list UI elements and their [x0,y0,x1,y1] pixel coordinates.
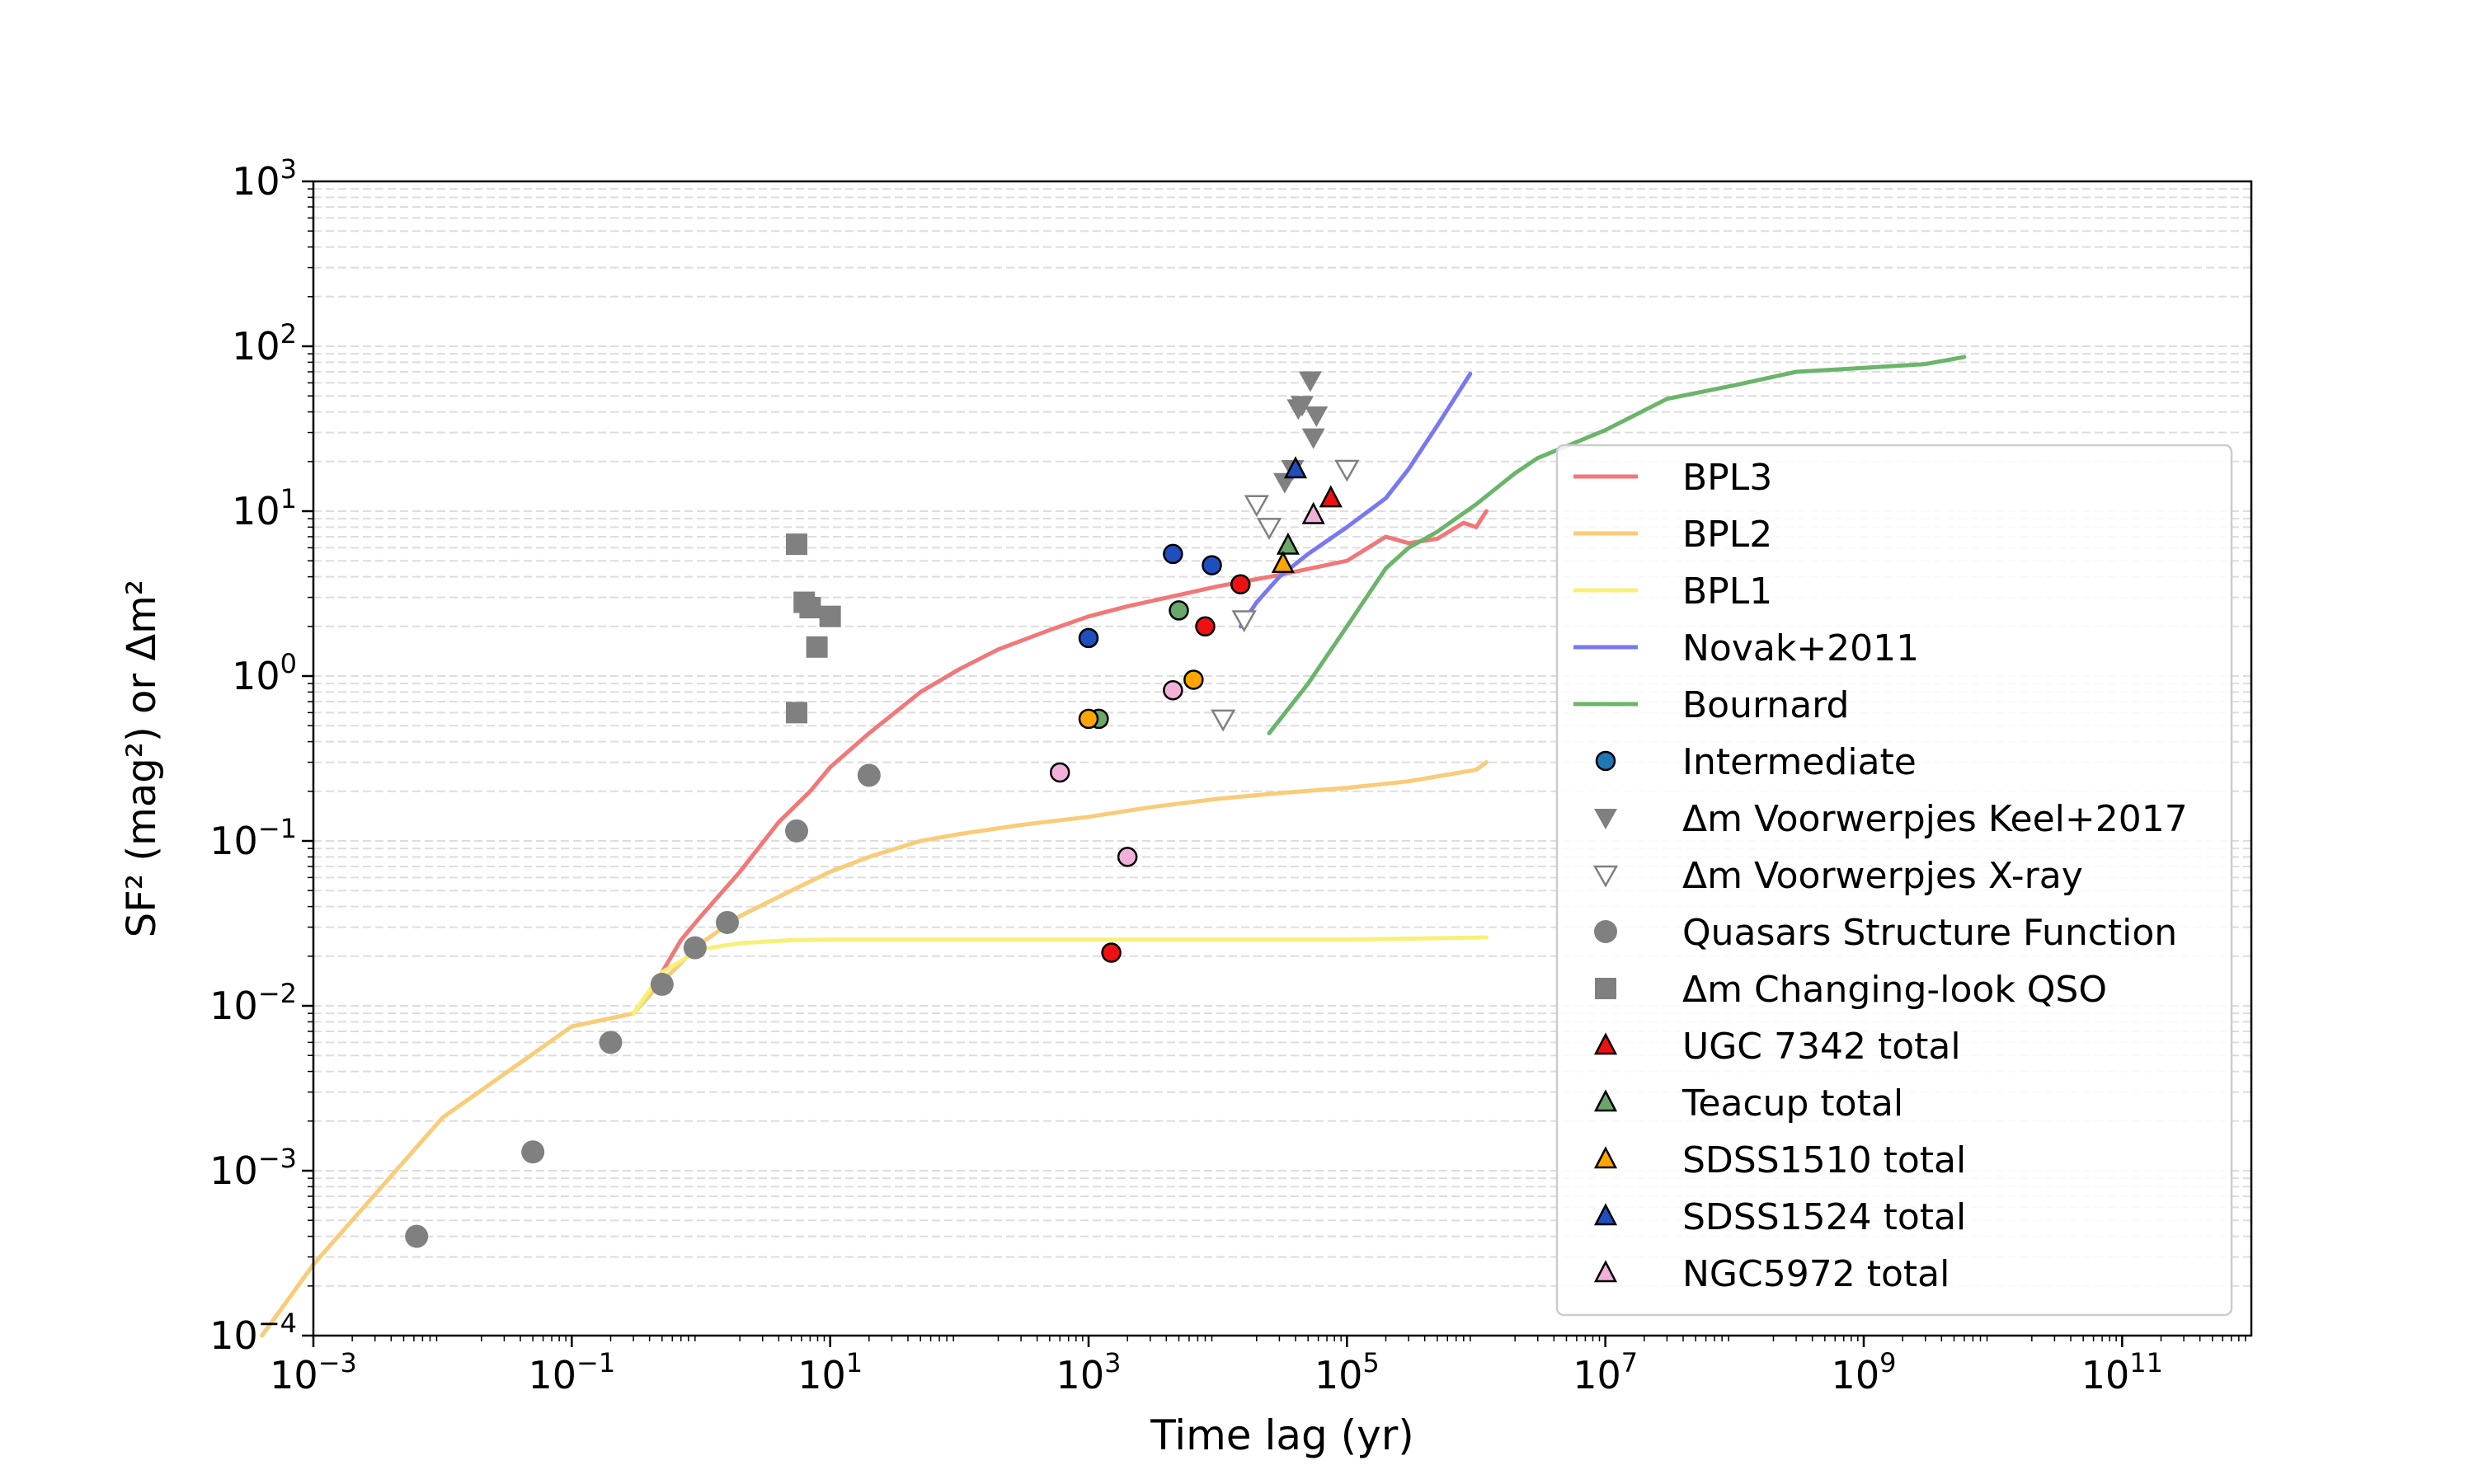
legend-swatch-sdss1510-total [1593,1146,1618,1169]
y-tick-label: 101 [232,483,297,533]
legend-label-sdss1524-total: SDSS1524 total [1682,1196,1966,1238]
legend-label-bpl3: BPL3 [1682,457,1772,499]
marker-sdss1524-object-points [1202,555,1222,575]
legend-box [1555,444,2233,1317]
marker-quasars-structure-function [521,1140,545,1164]
x-tick-label: 10−1 [528,1347,615,1397]
x-tick-label: 109 [1832,1347,1897,1397]
y-tick-label: 10−2 [209,978,297,1028]
marker--m-voorwerpjes-keel-2017 [1291,396,1315,417]
legend-swatch-sdss1524-total [1593,1203,1618,1226]
x-tick-label: 101 [797,1347,863,1397]
y-tick-label: 10−3 [209,1143,297,1193]
legend-swatch--m-voorwerpjes-x-ray [1592,865,1619,888]
legend-label-teacup-total: Teacup total [1681,1082,1903,1125]
legend-label--m-voorwerpjes-keel-2017: Δm Voorwerpjes Keel+2017 [1682,798,2188,840]
legend: BPL3 BPL2 BPL1 Novak+2011 Bournard Intermedia… [1555,444,2233,1317]
marker--m-changing-look-qso [819,605,841,627]
legend-label--m-voorwerpjes-x-ray: Δm Voorwerpjes X-ray [1682,855,2083,897]
legend-label-bournard: Bournard [1682,684,1849,726]
legend-swatch-intermediate [1595,750,1616,772]
legend-swatch-ngc5972-total [1593,1260,1618,1283]
marker--m-voorwerpjes-keel-2017 [1301,428,1325,449]
marker-sdss1510-object-points [1078,708,1099,730]
marker-quasars-structure-function [405,1224,429,1248]
marker-sdss1510-total [1271,551,1295,574]
legend-swatch-quasars-structure-function [1594,920,1617,943]
marker-ugc-7342-object-points [1101,942,1122,963]
marker-ngc5972-object-points [1049,762,1070,783]
marker-teacup-total [1276,532,1300,555]
marker--m-voorwerpjes-x-ray [1244,495,1269,518]
legend-label-bpl2: BPL2 [1682,514,1772,556]
y-tick-label: 103 [232,153,297,204]
legend-swatch-teacup-total [1593,1089,1618,1112]
marker--m-voorwerpjes-x-ray [1256,518,1282,540]
legend-swatch--m-voorwerpjes-keel-2017 [1594,809,1617,829]
legend-label-ugc-7342-total: UGC 7342 total [1682,1026,1961,1068]
marker-sdss1510-object-points [1183,669,1204,690]
marker-ugc-7342-object-points [1230,574,1251,594]
x-tick-label: 1011 [2081,1347,2163,1397]
curve-bpl3 [631,509,1489,1016]
marker--m-changing-look-qso [799,597,821,619]
data-markers [405,371,1360,1248]
x-tick-label: 10−3 [270,1347,357,1397]
marker-ugc-7342-object-points [1195,616,1216,637]
legend-label-ngc5972-total: NGC5972 total [1682,1253,1950,1295]
marker--m-changing-look-qso [806,636,828,658]
marker--m-voorwerpjes-keel-2017 [1298,371,1322,392]
marker--m-changing-look-qso [785,702,807,724]
marker-quasars-structure-function [683,936,707,960]
marker--m-voorwerpjes-keel-2017 [1305,406,1329,428]
marker-ngc5972-object-points [1163,679,1183,701]
marker-sdss1524-total [1283,456,1308,479]
y-tick-label: 10−4 [209,1308,297,1358]
model-curves [260,355,1967,1338]
legend-label-sdss1510-total: SDSS1510 total [1682,1139,1966,1181]
marker--m-voorwerpjes-x-ray [1231,610,1257,633]
legend-label--m-changing-look-qso: Δm Changing-look QSO [1682,969,2107,1011]
marker--m-voorwerpjes-x-ray [1211,709,1236,732]
marker-teacup-object-points [1169,600,1189,621]
marker-quasars-structure-function [599,1031,623,1054]
x-tick-label: 105 [1315,1347,1380,1397]
x-tick-label: 107 [1573,1347,1638,1397]
curve-bournard [1267,355,1967,735]
marker--m-voorwerpjes-x-ray [1334,459,1360,482]
marker--m-changing-look-qso [785,533,807,556]
legend-label-quasars-structure-function: Quasars Structure Function [1682,912,2177,954]
legend-swatch--m-changing-look-qso [1595,978,1616,999]
curve-bpl1 [631,935,1489,1016]
marker-ngc5972-object-points [1117,847,1138,867]
curve-novak-2011 [1238,372,1473,629]
legend-label-novak-2011: Novak+2011 [1682,627,1919,669]
marker-quasars-structure-function [715,910,739,934]
plot-frame [312,180,2253,1337]
x-axis-label: Time lag (yr) [1150,1411,1414,1459]
marker-sdss1524-object-points [1078,627,1099,649]
y-tick-label: 100 [232,648,297,698]
legend-label-bpl1: BPL1 [1682,571,1772,613]
marker-ngc5972-total [1301,501,1325,524]
x-tick-label: 103 [1056,1347,1122,1397]
y-tick-label: 10−1 [209,813,297,863]
legend-label-intermediate: Intermediate [1682,741,1917,783]
marker-quasars-structure-function [650,972,674,996]
marker-sdss1524-object-points [1163,543,1183,565]
legend-swatch-ugc-7342-total [1593,1032,1618,1055]
marker-ugc-7342-total [1319,485,1343,508]
axis-ticks: 10−3 10−1 101 103 105 107 109 101110−410−310−21… [209,153,2246,1397]
curve-bpl2 [260,760,1489,1338]
marker-quasars-structure-function [784,819,808,843]
marker-quasars-structure-function [857,763,881,787]
y-tick-label: 102 [232,318,297,369]
y-axis-label: SF² (mag²) or Δm² [119,580,165,937]
